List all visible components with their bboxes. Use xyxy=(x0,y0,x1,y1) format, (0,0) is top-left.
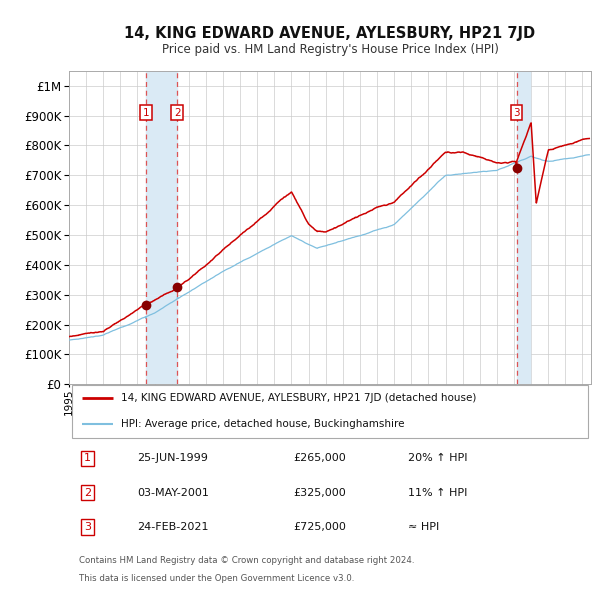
Text: 14, KING EDWARD AVENUE, AYLESBURY, HP21 7JD (detached house): 14, KING EDWARD AVENUE, AYLESBURY, HP21 … xyxy=(121,393,476,403)
Text: 2: 2 xyxy=(174,107,181,117)
Bar xyxy=(517,71,530,384)
Text: HPI: Average price, detached house, Buckinghamshire: HPI: Average price, detached house, Buck… xyxy=(121,419,404,429)
Text: 3: 3 xyxy=(84,522,91,532)
FancyBboxPatch shape xyxy=(71,385,589,438)
Text: 11% ↑ HPI: 11% ↑ HPI xyxy=(409,488,467,497)
Bar xyxy=(146,71,178,384)
Text: 1: 1 xyxy=(84,453,91,463)
Text: £325,000: £325,000 xyxy=(293,488,346,497)
Text: 14, KING EDWARD AVENUE, AYLESBURY, HP21 7JD: 14, KING EDWARD AVENUE, AYLESBURY, HP21 … xyxy=(124,25,536,41)
Text: £265,000: £265,000 xyxy=(293,453,346,463)
Text: 25-JUN-1999: 25-JUN-1999 xyxy=(137,453,208,463)
Text: £725,000: £725,000 xyxy=(293,522,346,532)
Text: 2: 2 xyxy=(84,488,91,497)
Text: 24-FEB-2021: 24-FEB-2021 xyxy=(137,522,208,532)
Text: 1: 1 xyxy=(142,107,149,117)
Text: Contains HM Land Registry data © Crown copyright and database right 2024.: Contains HM Land Registry data © Crown c… xyxy=(79,556,415,565)
Text: This data is licensed under the Open Government Licence v3.0.: This data is licensed under the Open Gov… xyxy=(79,575,355,584)
Text: 20% ↑ HPI: 20% ↑ HPI xyxy=(409,453,468,463)
Text: 3: 3 xyxy=(513,107,520,117)
Text: 03-MAY-2001: 03-MAY-2001 xyxy=(137,488,209,497)
Text: ≈ HPI: ≈ HPI xyxy=(409,522,440,532)
Text: Price paid vs. HM Land Registry's House Price Index (HPI): Price paid vs. HM Land Registry's House … xyxy=(161,43,499,56)
